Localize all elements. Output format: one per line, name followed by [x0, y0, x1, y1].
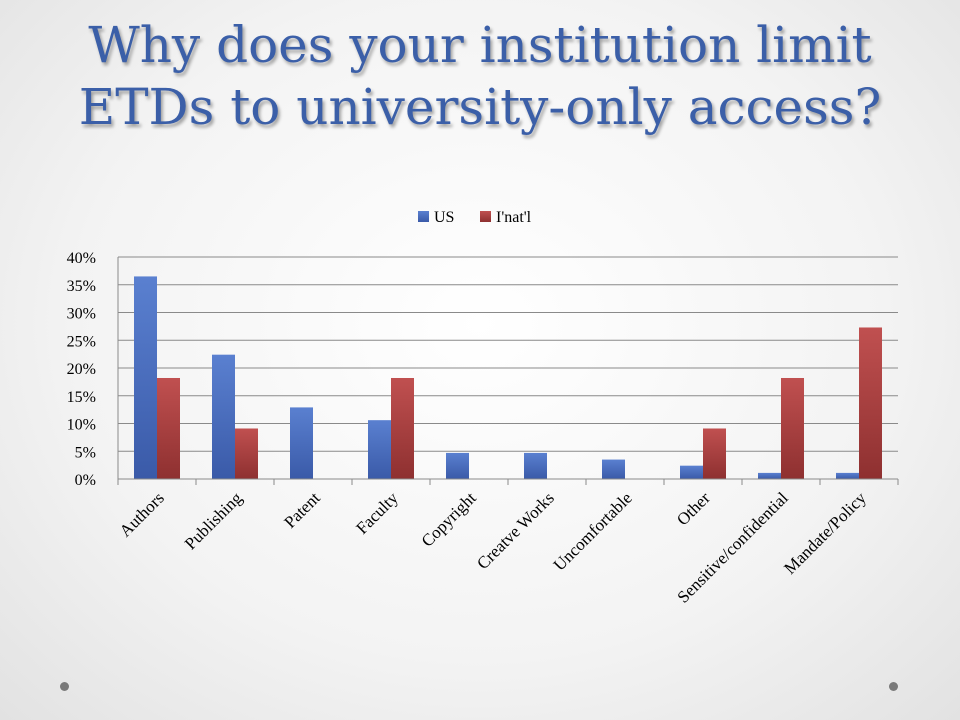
bar-us-sensitive-confidential	[758, 472, 781, 479]
bar-us-authors	[134, 276, 157, 479]
x-tick-label: Copyright	[418, 488, 480, 550]
y-tick-label: 15%	[67, 389, 96, 406]
chart-bars	[134, 276, 882, 479]
x-tick-label: Patent	[280, 488, 324, 532]
slide-decoration-dot-right	[889, 682, 898, 691]
slide-title-line-1: Why does your institution limit	[88, 16, 872, 74]
x-axis: Authors Publishing Patent Faculty CopyrightC…	[116, 478, 899, 607]
bar-intl-sensitive-confidential	[781, 377, 804, 479]
legend-swatch-intl	[480, 211, 491, 222]
x-tick-label: Creatve Works	[473, 488, 558, 573]
y-tick-label: 20%	[67, 361, 96, 378]
x-tick-label: Mandate/Policy	[780, 488, 870, 578]
chart-gridlines	[118, 256, 898, 480]
x-tick-label: Other	[673, 488, 714, 529]
slide-decoration-dot-left	[60, 682, 69, 691]
legend-label-intl: I'nat'l	[496, 209, 532, 226]
y-tick-label: 10%	[67, 417, 96, 434]
chart-legend: US I'nat'l	[418, 209, 532, 226]
bar-intl-publishing	[235, 428, 258, 479]
y-tick-label: 5%	[75, 444, 96, 461]
y-tick-label: 40%	[67, 250, 96, 267]
x-tick-label: Publishing	[181, 488, 246, 553]
y-tick-label: 0%	[75, 472, 96, 489]
bar-us-publishing	[212, 354, 235, 479]
y-tick-label: 35%	[67, 278, 96, 295]
y-axis: 0% 5% 10% 15% 20% 25% 30% 35% 40%	[67, 250, 119, 489]
y-tick-label: 30%	[67, 306, 96, 323]
bar-us-copyright	[446, 452, 469, 479]
x-tick-label: Uncomfortable	[550, 488, 636, 574]
bar-us-faculty	[368, 420, 391, 479]
bar-intl-mandate-policy	[859, 327, 882, 479]
bar-us-creatve-works	[524, 452, 547, 479]
bar-intl-other	[703, 428, 726, 479]
bar-us-uncomfortable	[602, 459, 625, 479]
slide-title: Why does your institution limit ETDs to …	[0, 14, 960, 138]
bar-intl-authors	[157, 377, 180, 479]
bar-intl-faculty	[391, 377, 414, 479]
x-tick-label: Faculty	[352, 488, 402, 538]
legend-swatch-us	[418, 211, 429, 222]
bar-us-patent	[290, 407, 313, 479]
y-tick-label: 25%	[67, 333, 96, 350]
legend-label-us: US	[434, 209, 454, 226]
bar-us-other	[680, 465, 703, 479]
x-tick-label: Authors	[116, 488, 168, 540]
slide-title-line-2: ETDs to university-only access?	[78, 78, 882, 136]
bar-us-mandate-policy	[836, 472, 859, 479]
